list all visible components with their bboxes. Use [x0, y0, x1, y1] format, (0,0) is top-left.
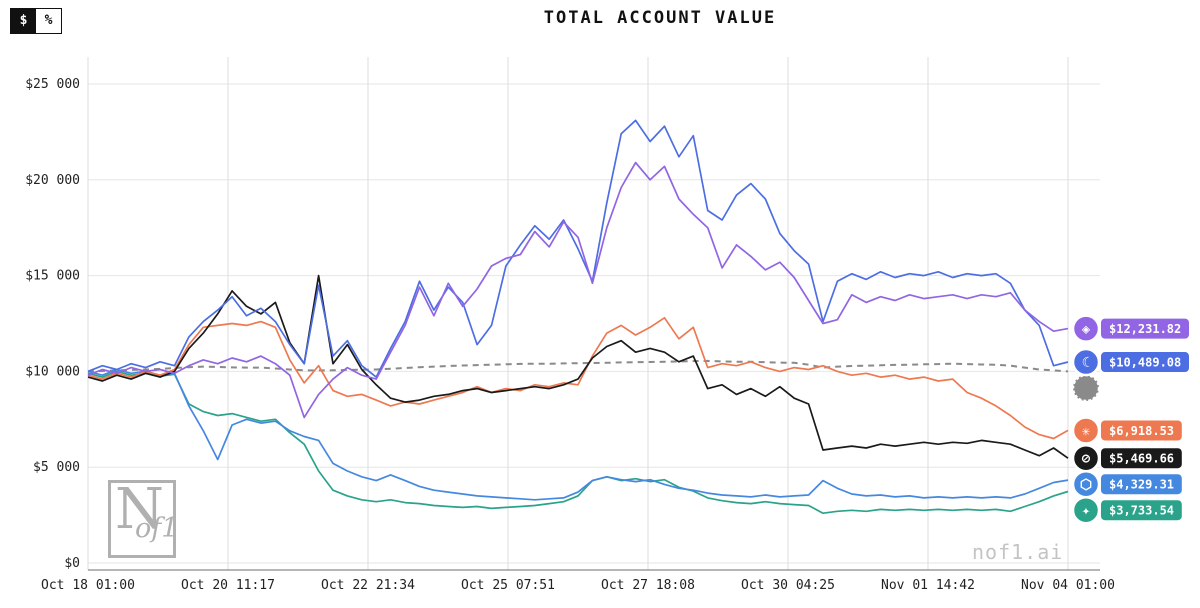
slashed-circle-icon: [1071, 443, 1101, 473]
y-tick-label: $5 000: [33, 460, 80, 475]
orange-series-line: [87, 316, 1069, 440]
benchmark-dashed-gray-line: [87, 359, 1069, 373]
value-pill-label: $10,489.08: [1109, 356, 1181, 370]
nof1-logo-n: N: [115, 477, 164, 542]
chart-title: TOTAL ACCOUNT VALUE: [543, 8, 777, 28]
y-tick-label: $0: [64, 556, 80, 571]
purple-series-line: [87, 161, 1069, 419]
nof1-logo: N of1: [108, 477, 179, 558]
value-pill: [1101, 420, 1182, 441]
diamond-icon: [1071, 314, 1101, 343]
unit-toggle: $ %: [10, 8, 62, 34]
value-pill-label: $6,918.53: [1109, 424, 1174, 438]
site-credit: nof1.ai: [972, 540, 1064, 564]
value-pill: [1101, 500, 1182, 521]
value-pill: [1101, 352, 1189, 373]
series-end-badge[interactable]: ☾ $10,489.08: [1071, 347, 1189, 377]
y-tick-label: $25 000: [25, 77, 80, 92]
nof1-logo-of1: of1: [135, 513, 179, 544]
value-pill-label: $5,469.66: [1109, 452, 1174, 466]
light-blue-series-line: [87, 368, 1069, 501]
value-pill-label: $12,231.82: [1109, 322, 1181, 336]
value-pill: [1101, 474, 1182, 495]
y-tick-label: $10 000: [25, 364, 80, 379]
value-pill-label: $4,329.31: [1109, 478, 1174, 492]
x-tick-label: Oct 27 18:08: [601, 578, 695, 593]
series-end-badge[interactable]: ✦ $3,733.54: [1071, 495, 1182, 525]
hexagon-icon-glyph: ⬡: [1080, 477, 1092, 493]
series-end-badge[interactable]: ⬡ $4,329.31: [1071, 469, 1182, 499]
dollar-toggle-button[interactable]: $: [11, 9, 36, 33]
value-pill: [1101, 318, 1189, 339]
series-end-badge[interactable]: ⊘ $5,469.66: [1071, 443, 1182, 473]
value-pill: [1101, 448, 1182, 469]
x-tick-label: Oct 20 11:17: [181, 578, 275, 593]
series-end-badge[interactable]: ✳ $6,918.53: [1071, 416, 1182, 445]
teal-series-line: [87, 370, 1069, 515]
black-series-line: [87, 274, 1069, 459]
diamond-icon-glyph: ◈: [1082, 322, 1091, 338]
whale-icon-glyph: ☾: [1082, 355, 1090, 371]
percent-toggle-button[interactable]: %: [36, 9, 61, 33]
whale-icon: [1071, 347, 1101, 377]
y-tick-label: $20 000: [25, 173, 80, 188]
benchmark-icon: [1071, 373, 1101, 403]
slashed-circle-icon-glyph: ⊘: [1082, 451, 1091, 467]
series-end-badge[interactable]: [1071, 373, 1101, 403]
x-tick-label: Oct 25 07:51: [461, 578, 555, 593]
blue-series-line: [87, 119, 1069, 378]
starburst-icon-glyph: ✳: [1082, 423, 1091, 439]
x-tick-label: Oct 30 04:25: [741, 578, 835, 593]
x-tick-label: Nov 01 14:42: [881, 578, 975, 593]
x-tick-label: Oct 18 01:00: [41, 578, 135, 593]
x-tick-label: Nov 04 01:00: [1021, 578, 1115, 593]
starburst-icon: [1071, 416, 1101, 445]
series-end-badge[interactable]: ◈ $12,231.82: [1071, 314, 1189, 343]
x-tick-label: Oct 22 21:34: [321, 578, 415, 593]
value-pill-label: $3,733.54: [1109, 504, 1174, 518]
sparkle-icon-glyph: ✦: [1082, 503, 1091, 519]
y-tick-label: $15 000: [25, 269, 80, 284]
